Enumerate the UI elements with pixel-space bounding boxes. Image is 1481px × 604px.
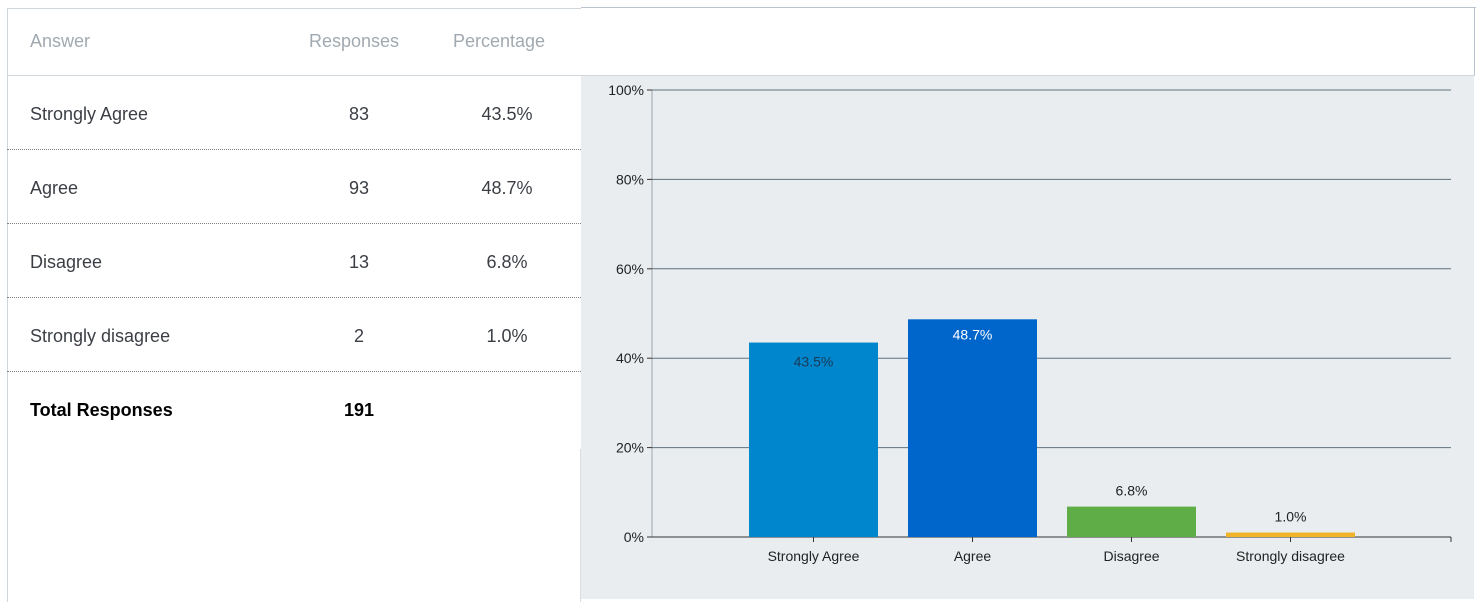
y-tick-label: 100%: [608, 82, 644, 98]
y-tick-label: 0%: [624, 529, 644, 545]
bar-strongly-disagree: [1226, 532, 1355, 537]
column-header-answer: Answer: [30, 31, 91, 51]
table-row: Strongly Agree 83 43.5%: [7, 76, 581, 150]
table-row: Agree 93 48.7%: [7, 150, 581, 224]
y-tick-label: 60%: [616, 261, 644, 277]
answer-label: Agree: [30, 178, 79, 198]
answer-label: Disagree: [30, 252, 103, 272]
total-value: 191: [343, 400, 375, 420]
header-divider: [7, 75, 1475, 76]
answer-label: Strongly disagree: [30, 326, 171, 346]
response-percentage: 48.7%: [481, 178, 533, 198]
total-row: Total Responses 191: [7, 372, 581, 446]
answer-label: Strongly Agree: [30, 104, 149, 124]
panel-left-border: [7, 8, 8, 602]
x-tick-label: Strongly Agree: [768, 548, 860, 564]
x-tick-label: Agree: [954, 548, 992, 564]
y-tick-label: 80%: [616, 171, 644, 187]
response-count: 2: [353, 326, 364, 346]
row-divider: [7, 149, 581, 150]
bar-agree: [908, 319, 1037, 537]
data-label: 48.7%: [953, 326, 993, 342]
response-count: 83: [348, 104, 370, 124]
response-percentage: 6.8%: [486, 252, 528, 272]
chart-header-right-border: [1474, 7, 1475, 76]
column-header-responses: Responses: [309, 31, 400, 51]
data-label: 1.0%: [1275, 509, 1307, 525]
row-divider: [7, 223, 581, 224]
bar-chart: 0% 20% 40% 60% 80% 100% 43.5% Strongly Agree 48.…: [608, 82, 1452, 564]
data-label: 43.5%: [794, 354, 834, 370]
y-tick-label: 20%: [616, 440, 644, 456]
chart-header-border: [581, 7, 1476, 8]
panel-top-border: [7, 8, 581, 9]
total-label: Total Responses: [30, 400, 173, 420]
data-label: 6.8%: [1116, 483, 1148, 499]
bar-strongly-agree: [749, 342, 878, 537]
bar-disagree: [1067, 506, 1196, 537]
table-row: Disagree 13 6.8%: [7, 224, 581, 298]
response-count: 93: [348, 178, 370, 198]
x-tick-label: Disagree: [1103, 548, 1159, 564]
column-header-percentage: Percentage: [453, 31, 546, 51]
chart-panel: 0% 20% 40% 60% 80% 100% 43.5% Strongly Agree 48.…: [581, 76, 1474, 599]
row-divider: [7, 371, 581, 372]
response-percentage: 1.0%: [486, 326, 528, 346]
row-divider: [7, 297, 581, 298]
table-right-border: [580, 449, 581, 602]
response-count: 13: [348, 252, 370, 272]
table-row: Strongly disagree 2 1.0%: [7, 298, 581, 372]
y-tick-label: 40%: [616, 350, 644, 366]
x-tick-label: Strongly disagree: [1236, 548, 1345, 564]
response-percentage: 43.5%: [481, 104, 533, 124]
